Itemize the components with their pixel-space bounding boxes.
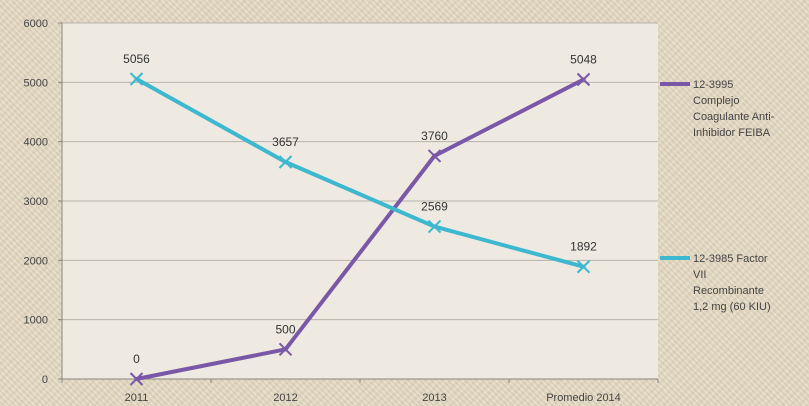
data-point-stroke — [278, 342, 293, 357]
series-1: 0 500 3760 5048 — [129, 52, 597, 386]
legend-label: Recombinante — [693, 285, 764, 297]
x-tick-label: 2011 — [125, 392, 149, 404]
data-point — [427, 219, 442, 234]
data-point-stroke — [427, 149, 442, 163]
data-point-stroke — [576, 72, 591, 87]
data-label: 3760 — [421, 129, 448, 143]
legend-label: 1,2 mg (60 KIU) — [693, 301, 771, 313]
y-tick-label: 3000 — [24, 196, 48, 208]
data-point — [129, 72, 144, 86]
x-tick-label: Promedio 2014 — [546, 392, 621, 404]
legend-label: Complejo — [693, 95, 739, 107]
series-line — [134, 77, 586, 381]
data-label: 500 — [275, 322, 295, 336]
data-point-stroke — [129, 372, 144, 386]
data-label: 0 — [133, 352, 140, 366]
data-label: 5056 — [123, 52, 150, 66]
data-point — [427, 149, 442, 163]
legend-label: VII — [693, 269, 706, 281]
x-axis: 2011 2012 2013 Promedio 2014 — [61, 378, 659, 404]
data-point-stroke — [278, 155, 293, 169]
legend-label: Coagulante Anti- — [693, 111, 775, 123]
legend: 12-3995 Complejo Coagulante Anti- Inhibidor… — [660, 79, 775, 313]
data-point — [129, 372, 144, 386]
data-point-stroke — [427, 219, 442, 234]
data-point-stroke — [576, 260, 591, 274]
data-label: 5048 — [570, 52, 597, 66]
series-2: 5056 3657 2569 1892 — [123, 52, 597, 274]
data-point — [278, 155, 293, 169]
series-group: 0 500 3760 5048 5056 3657 2569 1892 — [123, 52, 597, 386]
legend-item-1: 12-3995 Complejo Coagulante Anti- Inhibidor… — [660, 79, 775, 139]
y-axis: 0 1000 2000 3000 4000 5000 6000 — [24, 18, 63, 386]
legend-label: 12-3995 — [693, 79, 733, 91]
data-label: 2569 — [421, 200, 448, 214]
data-point — [576, 72, 591, 87]
y-tick-label: 5000 — [24, 77, 48, 89]
data-label: 3657 — [272, 135, 299, 149]
data-point-stroke — [129, 72, 144, 86]
x-tick-label: 2013 — [422, 392, 446, 404]
data-point — [278, 342, 293, 357]
legend-item-2: 12-3985 Factor VII Recombinante 1,2 mg (60 … — [660, 253, 771, 313]
y-tick-label: 6000 — [24, 18, 48, 30]
data-point — [576, 260, 591, 274]
series-line — [134, 77, 586, 269]
legend-label: 12-3985 Factor — [693, 253, 768, 265]
legend-label: Inhibidor FEIBA — [693, 127, 771, 139]
y-tick-label: 4000 — [24, 137, 48, 149]
y-tick-label: 1000 — [24, 315, 48, 327]
y-tick-label: 0 — [42, 374, 48, 386]
data-label: 1892 — [570, 240, 597, 254]
x-tick-label: 2012 — [273, 392, 297, 404]
y-tick-label: 2000 — [24, 255, 48, 267]
